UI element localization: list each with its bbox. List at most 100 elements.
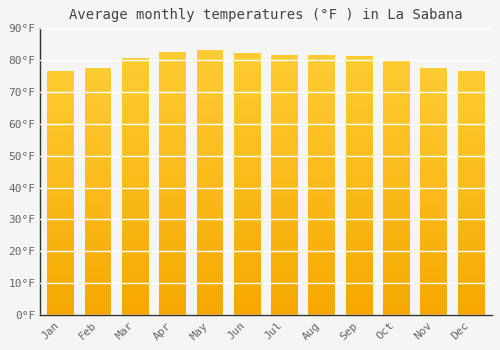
- Bar: [383, 112, 410, 114]
- Bar: [383, 277, 410, 280]
- Bar: [48, 142, 74, 144]
- Bar: [458, 232, 484, 235]
- Bar: [159, 284, 186, 286]
- Bar: [84, 219, 112, 221]
- Bar: [346, 310, 372, 313]
- Bar: [84, 147, 112, 149]
- Bar: [122, 187, 149, 189]
- Bar: [271, 188, 298, 190]
- Bar: [458, 276, 484, 279]
- Bar: [308, 144, 336, 146]
- Bar: [159, 168, 186, 170]
- Bar: [122, 192, 149, 195]
- Bar: [48, 171, 74, 174]
- Bar: [48, 120, 74, 122]
- Bar: [308, 81, 336, 84]
- Bar: [234, 187, 260, 190]
- Bar: [346, 191, 372, 194]
- Bar: [234, 166, 260, 169]
- Bar: [159, 228, 186, 231]
- Bar: [196, 249, 224, 252]
- Bar: [383, 254, 410, 257]
- Bar: [420, 117, 448, 120]
- Bar: [159, 160, 186, 162]
- Bar: [122, 130, 149, 133]
- Bar: [196, 148, 224, 151]
- Title: Average monthly temperatures (°F ) in La Sabana: Average monthly temperatures (°F ) in La…: [69, 8, 462, 22]
- Bar: [346, 168, 372, 170]
- Bar: [196, 169, 224, 172]
- Bar: [271, 193, 298, 196]
- Bar: [420, 273, 448, 276]
- Bar: [48, 115, 74, 117]
- Bar: [196, 284, 224, 286]
- Bar: [458, 186, 484, 188]
- Bar: [308, 216, 336, 219]
- Bar: [48, 159, 74, 161]
- Bar: [48, 237, 74, 240]
- Bar: [383, 229, 410, 232]
- Bar: [383, 150, 410, 153]
- Bar: [122, 295, 149, 298]
- Bar: [234, 113, 260, 116]
- Bar: [234, 229, 260, 231]
- Bar: [383, 166, 410, 168]
- Bar: [196, 79, 224, 82]
- Bar: [458, 169, 484, 171]
- Bar: [159, 241, 186, 244]
- Bar: [308, 274, 336, 276]
- Bar: [234, 271, 260, 273]
- Bar: [458, 171, 484, 174]
- Bar: [122, 89, 149, 91]
- Bar: [420, 288, 448, 290]
- Bar: [48, 149, 74, 152]
- Bar: [420, 68, 448, 70]
- Bar: [159, 154, 186, 157]
- Bar: [159, 294, 186, 297]
- Bar: [458, 134, 484, 137]
- Bar: [420, 286, 448, 288]
- Bar: [458, 234, 484, 237]
- Bar: [383, 275, 410, 277]
- Bar: [234, 276, 260, 279]
- Bar: [159, 60, 186, 62]
- Bar: [159, 194, 186, 197]
- Bar: [159, 273, 186, 276]
- Bar: [48, 220, 74, 223]
- Bar: [271, 274, 298, 276]
- Bar: [84, 246, 112, 248]
- Bar: [122, 97, 149, 99]
- Bar: [84, 196, 112, 199]
- Bar: [234, 302, 260, 305]
- Bar: [234, 77, 260, 79]
- Bar: [346, 108, 372, 111]
- Bar: [84, 288, 112, 290]
- Bar: [271, 300, 298, 302]
- Bar: [159, 80, 186, 83]
- Bar: [308, 185, 336, 188]
- Bar: [122, 243, 149, 246]
- Bar: [84, 278, 112, 281]
- Bar: [234, 161, 260, 163]
- Bar: [48, 139, 74, 142]
- Bar: [159, 260, 186, 262]
- Bar: [346, 175, 372, 178]
- Bar: [122, 114, 149, 117]
- Bar: [383, 310, 410, 313]
- Bar: [159, 289, 186, 292]
- Bar: [308, 313, 336, 315]
- Bar: [383, 272, 410, 275]
- Bar: [383, 211, 410, 214]
- Bar: [420, 214, 448, 216]
- Bar: [458, 249, 484, 252]
- Bar: [196, 177, 224, 180]
- Bar: [346, 85, 372, 88]
- Bar: [271, 268, 298, 271]
- Bar: [84, 293, 112, 296]
- Bar: [234, 231, 260, 234]
- Bar: [159, 244, 186, 247]
- Bar: [271, 227, 298, 230]
- Bar: [308, 198, 336, 201]
- Bar: [234, 237, 260, 239]
- Bar: [346, 225, 372, 228]
